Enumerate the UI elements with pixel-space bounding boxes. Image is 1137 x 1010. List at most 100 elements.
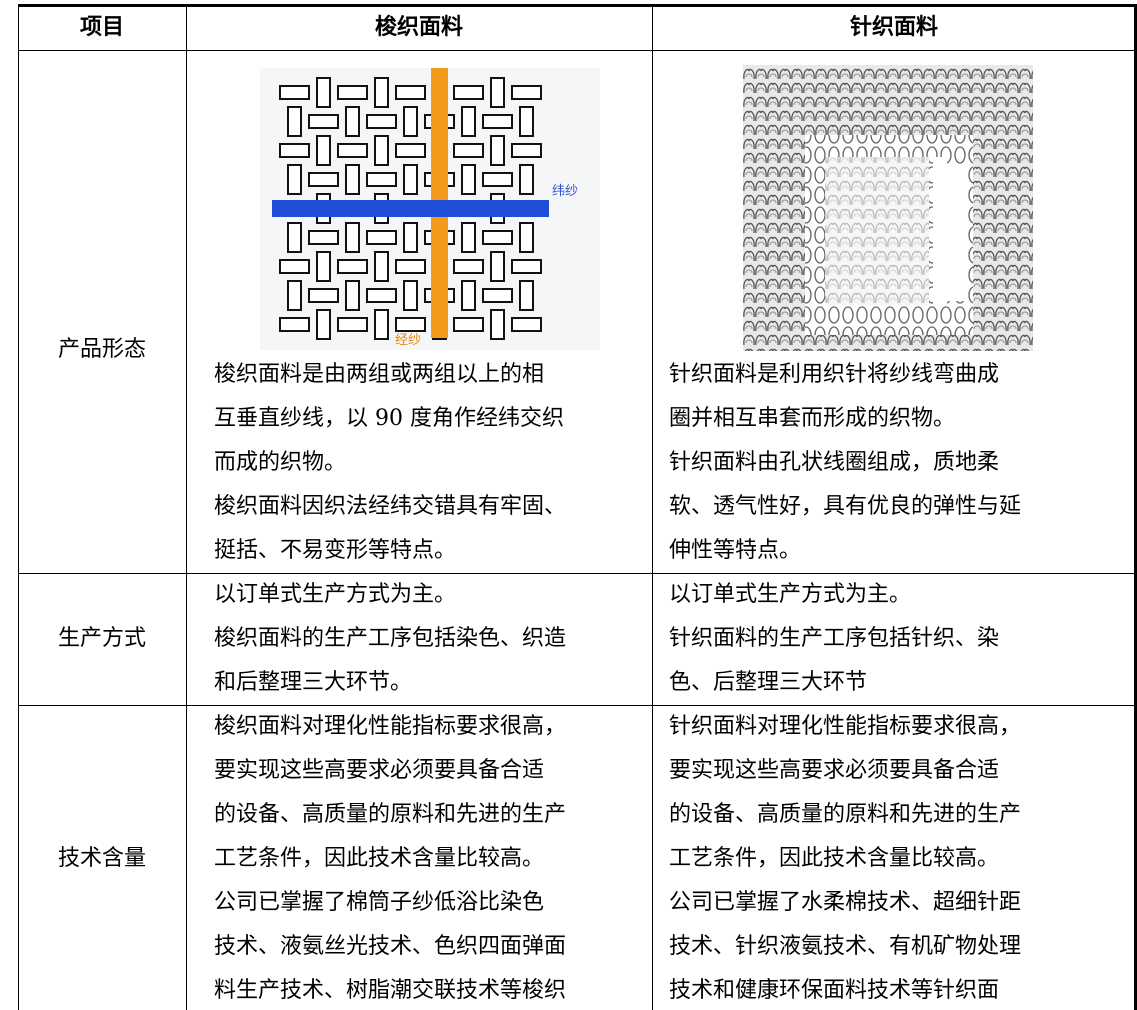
text-line: 料生产技术、树脂潮交联技术等梭织 bbox=[214, 978, 567, 1003]
cell-text: 梭织面料对理化性能指标要求很高， 要实现这些高要求必须要具备合适 的设备、高质量的原… bbox=[214, 705, 566, 1010]
weave bbox=[308, 288, 339, 303]
text-line: 以订单式生产方式为主。 bbox=[669, 582, 912, 607]
weave bbox=[345, 280, 360, 311]
text-line: 的设备、高质量的原料和先进的生产 bbox=[214, 802, 567, 827]
weave bbox=[403, 164, 418, 195]
weave bbox=[482, 288, 513, 303]
header-cell: 项目 bbox=[79, 15, 124, 40]
weave bbox=[453, 259, 484, 274]
text-line: 针织面料由孔状线圈组成，质地柔 bbox=[669, 450, 1000, 475]
weave bbox=[374, 77, 389, 108]
weave bbox=[403, 222, 418, 253]
text-line: 技术、针织液氨技术、有机矿物处理 bbox=[669, 934, 1022, 959]
text-line: 公司已掌握了水柔棉技术、超细针距 bbox=[669, 890, 1022, 915]
weave bbox=[337, 259, 368, 274]
text-line: 梭织面料对理化性能指标要求很高， bbox=[214, 714, 567, 739]
weave bbox=[287, 106, 302, 137]
text-line: 软、透气性好，具有优良的弹性与延 bbox=[669, 494, 1022, 519]
text-line: 工艺条件，因此技术含量比较高。 bbox=[214, 846, 545, 871]
weave bbox=[279, 85, 310, 100]
text-line: 要实现这些高要求必须要具备合适 bbox=[214, 758, 545, 783]
border bbox=[18, 573, 1137, 574]
weave bbox=[345, 164, 360, 195]
weave bbox=[337, 143, 368, 158]
woven-diagram: 纬纱 经纱 bbox=[260, 68, 600, 350]
row-label: 产品形态 bbox=[57, 337, 146, 362]
weave bbox=[316, 77, 331, 108]
cell-text: 针织面料是利用织针将纱线弯曲成 圈并相互串套而形成的织物。 针织面料由孔状线圈组成，… bbox=[669, 353, 1021, 573]
weave bbox=[461, 222, 476, 253]
cell-text: 以订单式生产方式为主。梭织面料的生产工序包括染色、织造 和后整理三大环节。 bbox=[214, 573, 566, 705]
weave bbox=[308, 172, 339, 187]
border bbox=[18, 4, 19, 1010]
knit-diagram bbox=[743, 65, 1033, 351]
text-line: 针织面料是利用织针将纱线弯曲成 bbox=[669, 362, 1000, 387]
weave bbox=[511, 317, 542, 332]
weave bbox=[482, 230, 513, 245]
weave bbox=[490, 309, 505, 340]
header-cell: 梭织面料 bbox=[374, 15, 463, 40]
weave bbox=[395, 143, 426, 158]
weave bbox=[287, 280, 302, 311]
weave bbox=[279, 259, 310, 274]
weave bbox=[345, 106, 360, 137]
text-line: 和后整理三大环节。 bbox=[214, 670, 413, 695]
weave bbox=[287, 164, 302, 195]
weave bbox=[316, 309, 331, 340]
text-line: 梭织面料是由两组或两组以上的相 bbox=[214, 362, 545, 387]
weave bbox=[337, 317, 368, 332]
weave bbox=[345, 222, 360, 253]
border bbox=[18, 50, 1137, 51]
weave bbox=[519, 164, 534, 195]
weave bbox=[316, 135, 331, 166]
header-cell: 针织面料 bbox=[849, 15, 938, 40]
weave bbox=[519, 106, 534, 137]
weave bbox=[374, 135, 389, 166]
border bbox=[18, 4, 1137, 7]
weave bbox=[511, 259, 542, 274]
weave bbox=[482, 114, 513, 129]
weave bbox=[366, 172, 397, 187]
text-line: 梭织面料的生产工序包括染色、织造 bbox=[214, 626, 567, 651]
weave bbox=[337, 85, 368, 100]
text-line: 的设备、高质量的原料和先进的生产 bbox=[669, 802, 1022, 827]
weave bbox=[482, 172, 513, 187]
weave bbox=[453, 317, 484, 332]
border bbox=[18, 705, 1137, 706]
weave bbox=[395, 317, 426, 332]
weave bbox=[453, 143, 484, 158]
weave bbox=[279, 143, 310, 158]
text-line: 针织面料的生产工序包括针织、染 bbox=[669, 626, 1000, 651]
weave bbox=[316, 251, 331, 282]
cell-text: 针织面料对理化性能指标要求很高， 要实现这些高要求必须要具备合适 的设备、高质量的原… bbox=[669, 705, 1021, 1010]
weave bbox=[403, 280, 418, 311]
weave bbox=[308, 230, 339, 245]
weave bbox=[308, 114, 339, 129]
text-line: 以订单式生产方式为主。 bbox=[214, 582, 457, 607]
weave bbox=[511, 143, 542, 158]
weave bbox=[366, 230, 397, 245]
text-line: 挺括、不易变形等特点。 bbox=[214, 538, 457, 563]
text-line: 而成的织物。 bbox=[214, 450, 347, 475]
weave bbox=[461, 106, 476, 137]
text-line: 要实现这些高要求必须要具备合适 bbox=[669, 758, 1000, 783]
weave bbox=[519, 280, 534, 311]
text-line: 技术、液氨丝光技术、色织四面弹面 bbox=[214, 934, 567, 959]
border bbox=[186, 4, 187, 1010]
text-line: 互垂直纱线，以 90 度角作经纬交织 bbox=[214, 406, 564, 431]
weave bbox=[461, 164, 476, 195]
weave bbox=[366, 288, 397, 303]
border bbox=[652, 4, 653, 1010]
weave bbox=[287, 222, 302, 253]
weave bbox=[395, 85, 426, 100]
text-line: 针织面料对理化性能指标要求很高， bbox=[669, 714, 1022, 739]
weave bbox=[279, 317, 310, 332]
weave bbox=[374, 309, 389, 340]
text-line: 伸性等特点。 bbox=[669, 538, 802, 563]
text-line: 工艺条件，因此技术含量比较高。 bbox=[669, 846, 1000, 871]
weave bbox=[395, 259, 426, 274]
text-line: 色、后整理三大环节 bbox=[669, 670, 868, 695]
text-line: 公司已掌握了棉筒子纱低浴比染色 bbox=[214, 890, 545, 915]
image-label: 经纱 bbox=[395, 333, 421, 348]
weave bbox=[366, 114, 397, 129]
